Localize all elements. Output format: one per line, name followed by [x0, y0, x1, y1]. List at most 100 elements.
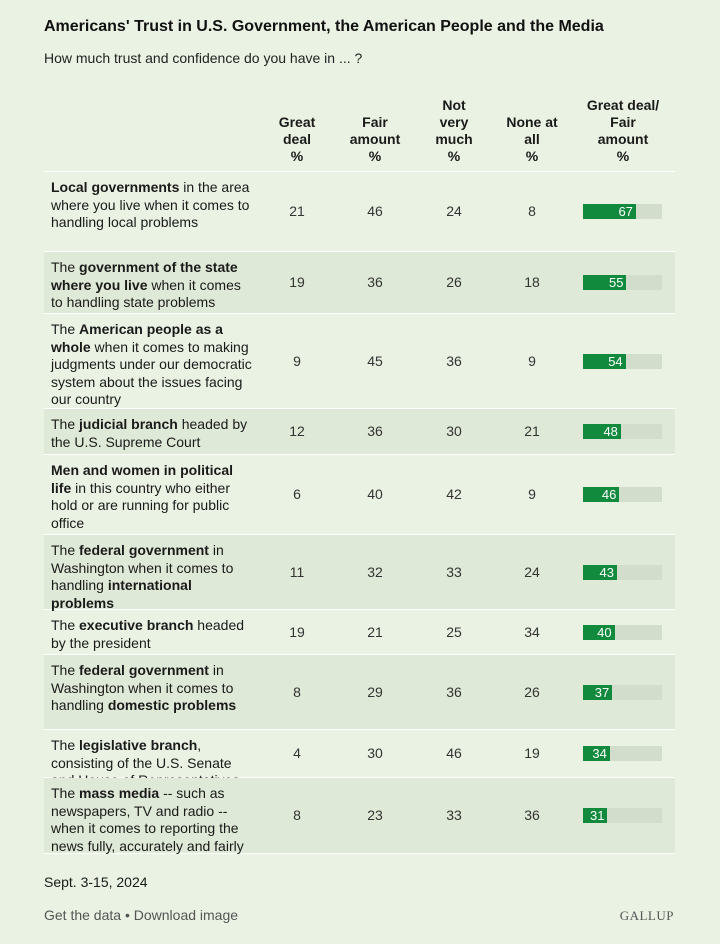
- label-text: The: [51, 662, 80, 678]
- label-text: when it comes to handling state problems: [51, 276, 241, 311]
- value-fair-amount: 45: [367, 353, 383, 369]
- label-bold-text: Men and women in political life: [51, 462, 234, 496]
- value-great-deal: 21: [289, 203, 305, 219]
- header-not-very-much: Not very much %: [435, 97, 473, 164]
- bar-value-label: 54: [608, 354, 623, 369]
- value-none-at-all: 19: [524, 745, 540, 761]
- label-text: -- such as newspapers, TV and radio -- w…: [51, 785, 244, 854]
- bar: 67: [583, 204, 636, 219]
- survey-date: Sept. 3-15, 2024: [44, 874, 148, 890]
- footer-links: Get the data • Download image: [44, 907, 238, 923]
- value-fair-amount: 36: [367, 274, 383, 290]
- bar-track: 48: [583, 424, 662, 439]
- bar-value-label: 31: [590, 808, 605, 823]
- label-bold-text: Local governments: [51, 179, 180, 195]
- value-not-very-much: 25: [446, 624, 462, 640]
- value-fair-amount: 40: [367, 486, 383, 502]
- bar-value-label: 67: [618, 204, 633, 219]
- value-not-very-much: 33: [446, 807, 462, 823]
- table-row: The mass media -- such as newspapers, TV…: [44, 778, 675, 854]
- bar-track: 67: [583, 204, 662, 219]
- label-bold-text: government of the state where you live: [51, 259, 238, 293]
- table-row: The government of the state where you li…: [44, 252, 675, 314]
- bar: 54: [583, 354, 626, 369]
- bar-value-label: 34: [592, 746, 607, 761]
- value-not-very-much: 33: [446, 564, 462, 580]
- value-great-deal: 11: [289, 564, 305, 580]
- bar-track: 46: [583, 487, 662, 502]
- value-fair-amount: 32: [367, 564, 383, 580]
- table-row: The federal government in Washington whe…: [44, 655, 675, 730]
- value-none-at-all: 24: [524, 564, 540, 580]
- value-great-deal: 8: [293, 684, 301, 700]
- value-not-very-much: 46: [446, 745, 462, 761]
- row-label: The federal government in Washington whe…: [51, 662, 256, 715]
- bar-track: 40: [583, 625, 662, 640]
- label-bold-text: executive branch: [79, 617, 194, 633]
- bar-value-label: 46: [601, 487, 617, 502]
- label-bold-text: international problems: [51, 577, 192, 611]
- label-text: in Washington when it comes to handling: [51, 662, 234, 713]
- bar-track: 34: [583, 746, 662, 761]
- value-great-deal: 9: [293, 353, 301, 369]
- label-text: The: [51, 785, 80, 801]
- bar-value-label: 55: [608, 275, 624, 290]
- label-text: The: [51, 737, 80, 753]
- table-row: The American people as a whole when it c…: [44, 314, 675, 409]
- label-text: in this country who either hold or are r…: [51, 479, 230, 531]
- bar-value-label: 48: [603, 424, 618, 439]
- value-fair-amount: 30: [367, 745, 383, 761]
- download-image-link[interactable]: Download image: [133, 907, 239, 923]
- label-text: in the area where you live when it comes…: [51, 179, 250, 230]
- header-great-deal-fair-amount: Great deal/ Fair amount %: [586, 97, 660, 164]
- bar-track: 37: [583, 685, 662, 700]
- row-label: The American people as a whole when it c…: [51, 321, 256, 409]
- bar-value-label: 40: [597, 625, 612, 640]
- bar-track: 43: [583, 565, 662, 580]
- bar: 31: [583, 808, 608, 823]
- label-bold-text: American people as a whole: [51, 321, 223, 355]
- gallup-logo: GALLUP: [619, 908, 674, 923]
- label-bold-text: mass media: [79, 785, 160, 801]
- header-none-at-all: None at all %: [506, 114, 558, 164]
- table-row: The federal government in Washington whe…: [44, 535, 675, 612]
- label-bold-text: legislative branch: [79, 737, 198, 753]
- row-label: Men and women in political life in this …: [51, 462, 256, 532]
- value-great-deal: 4: [293, 745, 301, 761]
- bar: 37: [583, 685, 613, 700]
- value-not-very-much: 30: [446, 423, 462, 439]
- bar-value-label: 43: [599, 565, 614, 580]
- bar: 34: [583, 746, 610, 761]
- value-none-at-all: 34: [524, 624, 540, 640]
- value-not-very-much: 24: [446, 203, 462, 219]
- header-great-deal: Great deal %: [278, 114, 316, 164]
- label-text: The: [51, 321, 80, 337]
- value-fair-amount: 23: [367, 807, 383, 823]
- bar-track: 55: [583, 275, 662, 290]
- row-label: The federal government in Washington whe…: [51, 542, 256, 612]
- value-fair-amount: 46: [367, 203, 383, 219]
- value-none-at-all: 9: [528, 486, 536, 502]
- label-text: headed by the U.S. Supreme Court: [51, 416, 248, 450]
- value-great-deal: 12: [289, 423, 305, 439]
- row-label: The government of the state where you li…: [51, 259, 256, 312]
- link-separator: •: [121, 907, 134, 923]
- table-header: Great deal % Fair amount % Not very much %…: [44, 94, 675, 172]
- bar-track: 31: [583, 808, 662, 823]
- bar: 48: [583, 424, 621, 439]
- label-text: headed by the president: [51, 617, 245, 651]
- value-not-very-much: 36: [446, 684, 462, 700]
- row-label: The mass media -- such as newspapers, TV…: [51, 785, 256, 855]
- value-fair-amount: 21: [367, 624, 383, 640]
- label-text: The: [51, 617, 80, 633]
- bar: 46: [583, 487, 620, 502]
- value-fair-amount: 29: [367, 684, 383, 700]
- bar-value-label: 37: [594, 685, 610, 700]
- label-bold-text: federal government: [79, 542, 209, 558]
- table-row: The legislative branch, consisting of th…: [44, 730, 675, 788]
- bar: 43: [583, 565, 617, 580]
- label-text: The: [51, 259, 80, 275]
- header-fair-amount: Fair amount %: [349, 114, 401, 164]
- get-data-link[interactable]: Get the data: [44, 907, 122, 923]
- table-row: Men and women in political life in this …: [44, 455, 675, 535]
